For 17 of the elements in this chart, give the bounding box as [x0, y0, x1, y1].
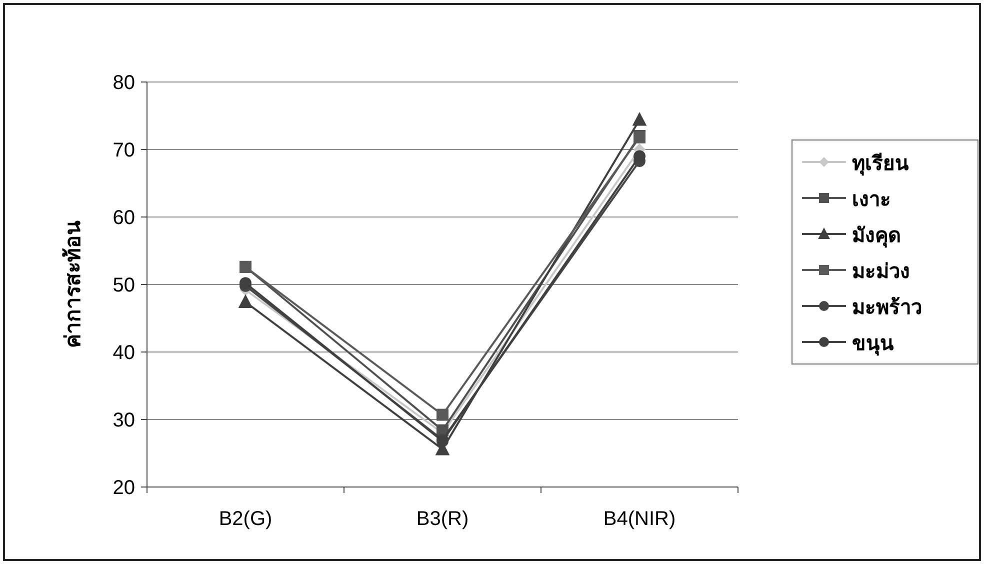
y-axis-title: ค่าการสะท้อน [61, 220, 85, 348]
legend-label: ขนุน [852, 333, 894, 356]
y-tick-label: 60 [112, 207, 135, 229]
y-tick-label: 80 [112, 72, 135, 94]
legend-label: มะม่วง [852, 261, 910, 283]
y-tick-label: 70 [112, 140, 135, 162]
x-tick-label: B2(G) [218, 508, 272, 530]
legend-label: ทุเรียน [852, 152, 909, 176]
y-tick-label: 30 [112, 410, 135, 432]
x-tick-label: B3(R) [416, 508, 469, 530]
legend-label: มะพร้าว [852, 296, 922, 319]
legend-label: เงาะ [852, 189, 891, 211]
x-tick-label: B4(NIR) [603, 508, 676, 530]
y-tick-label: 50 [112, 274, 135, 296]
y-tick-label: 40 [112, 342, 135, 364]
legend-label: มังคุด [852, 225, 901, 248]
y-tick-label: 20 [112, 477, 135, 499]
